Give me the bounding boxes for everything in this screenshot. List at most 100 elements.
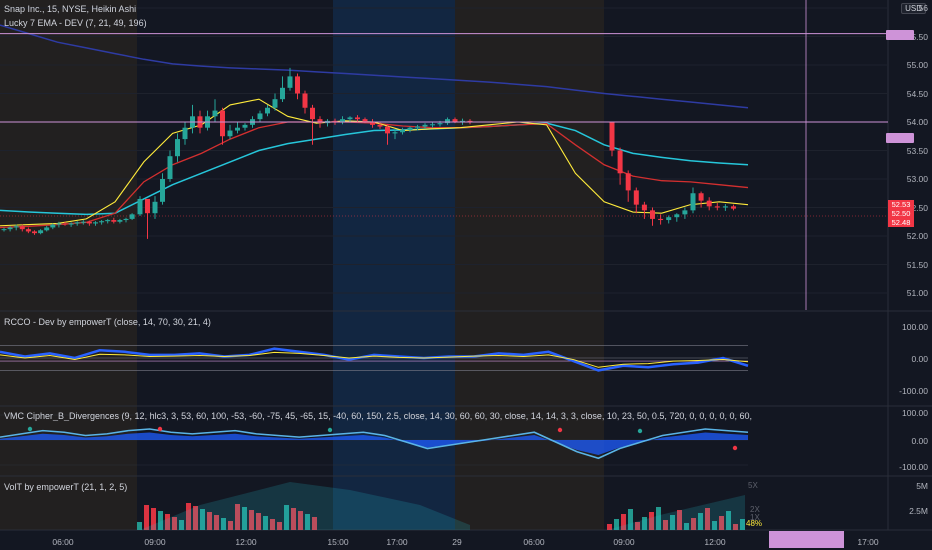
candle-body: [68, 223, 74, 225]
candle-body: [633, 190, 639, 205]
hline-tag-mid: [886, 133, 914, 143]
candle-body: [415, 126, 420, 128]
candle-body: [460, 120, 465, 122]
candle-body: [265, 107, 270, 114]
currency-button[interactable]: USD: [901, 3, 926, 14]
volume-bar: [144, 505, 149, 530]
volume-bar: [635, 522, 640, 530]
candle-body: [111, 220, 117, 222]
candle-body: [682, 210, 688, 215]
volt-axis-2-5m: 2.5M: [909, 506, 928, 516]
candle-body: [407, 127, 413, 130]
candle-body: [86, 221, 92, 224]
candle-body: [650, 210, 655, 219]
rcco-axis-100: 100.00: [902, 322, 928, 332]
candle-body: [698, 193, 704, 201]
time-axis-label: 06:00: [523, 537, 545, 547]
time-axis-label: 12:00: [235, 537, 257, 547]
candle-body: [13, 226, 19, 228]
candle-body: [160, 179, 165, 202]
volume-bar: [733, 524, 738, 530]
vmc-wave-area: [0, 432, 748, 455]
candlesticks[interactable]: [1, 67, 737, 239]
time-axis-highlight: [769, 531, 844, 548]
volume-bar: [719, 516, 724, 530]
volume-bar: [193, 506, 198, 530]
vmc-signal-dot: [557, 427, 563, 433]
volume-bar: [642, 517, 647, 530]
candle-body: [227, 130, 233, 137]
symbol-title[interactable]: Snap Inc., 15, NYSE, Heikin Ashi: [4, 4, 137, 14]
candle-body: [641, 204, 647, 211]
price-tag-high: 52.53: [888, 200, 914, 209]
vmc-signal-dot: [27, 426, 33, 432]
volume-bar: [705, 508, 710, 530]
volume-bar: [305, 514, 310, 530]
volt-label[interactable]: VolT by empowerT (21, 1, 2, 5): [4, 482, 128, 492]
volume-bar: [158, 511, 163, 530]
volt-percent: 48%: [746, 519, 763, 528]
time-axis-label: 09:00: [144, 537, 166, 547]
candle-body: [80, 221, 86, 223]
candle-body: [625, 173, 631, 191]
candle-body: [370, 122, 375, 125]
candle-body: [385, 126, 390, 134]
volume-trend-area: [140, 482, 470, 530]
indicator-label[interactable]: Lucky 7 EMA - DEV (7, 21, 49, 196): [4, 18, 147, 28]
vmc-signal-dot: [637, 428, 643, 434]
volume-bar: [284, 505, 289, 530]
vmc-label[interactable]: VMC Cipher_B_Divergences (9, 12, hlc3, 3…: [4, 411, 752, 421]
candle-body: [280, 87, 285, 100]
time-axis-label: 09:00: [613, 537, 635, 547]
volume-bar: [263, 516, 268, 530]
candle-body: [467, 120, 473, 122]
candle-body: [220, 110, 225, 137]
time-axis-label: 17:00: [857, 537, 879, 547]
volume-bar: [277, 522, 282, 530]
price-axis-label: 54.50: [906, 88, 928, 99]
volume-bar: [312, 517, 317, 530]
candle-body: [714, 206, 720, 208]
candle-body: [242, 124, 248, 128]
volume-bar: [249, 510, 254, 530]
volume-bar: [179, 520, 184, 530]
candle-body: [105, 220, 111, 222]
volume-bar: [621, 514, 626, 530]
candle-body: [430, 124, 435, 126]
price-axis-label: 53.50: [906, 145, 928, 156]
candle-body: [722, 206, 728, 208]
candle-body: [123, 218, 129, 221]
time-axis-label: 29: [452, 537, 462, 547]
ema-49-line: [0, 122, 749, 216]
time-axis-label: 06:00: [52, 537, 74, 547]
candle-body: [99, 221, 105, 223]
volume-trend-area: [607, 495, 745, 530]
candle-body: [332, 120, 338, 122]
volume-bar: [235, 504, 240, 530]
price-tag-low: 52.48: [888, 218, 914, 227]
candle-body: [19, 226, 25, 230]
volume-bar: [691, 518, 696, 530]
rcco-label[interactable]: RCCO - Dev by empowerT (close, 14, 70, 3…: [4, 317, 211, 327]
horizontal-lines[interactable]: [0, 33, 888, 123]
candle-body: [302, 93, 308, 108]
candle-body: [257, 113, 263, 120]
volume-bar: [628, 509, 633, 530]
price-axis-label: 51.00: [906, 288, 928, 298]
candle-body: [182, 127, 188, 140]
volt-scale-2x: 2X: [750, 505, 760, 514]
price-axis-label: 52.50: [906, 202, 928, 213]
candle-body: [74, 222, 80, 224]
price-axis-label: 51.50: [906, 259, 928, 270]
volume-bar: [270, 519, 275, 530]
rcco-axis-0: 0.00: [911, 354, 928, 364]
volt-volume: [137, 482, 745, 530]
vmc-signal-dot: [157, 426, 163, 432]
ema-196-line: [0, 24, 749, 109]
vmc-axis-0: 0.00: [911, 436, 928, 446]
candle-body: [62, 223, 68, 225]
volume-bar: [214, 515, 219, 530]
rcco-signal-line: [0, 351, 749, 368]
volume-bar: [684, 523, 689, 530]
